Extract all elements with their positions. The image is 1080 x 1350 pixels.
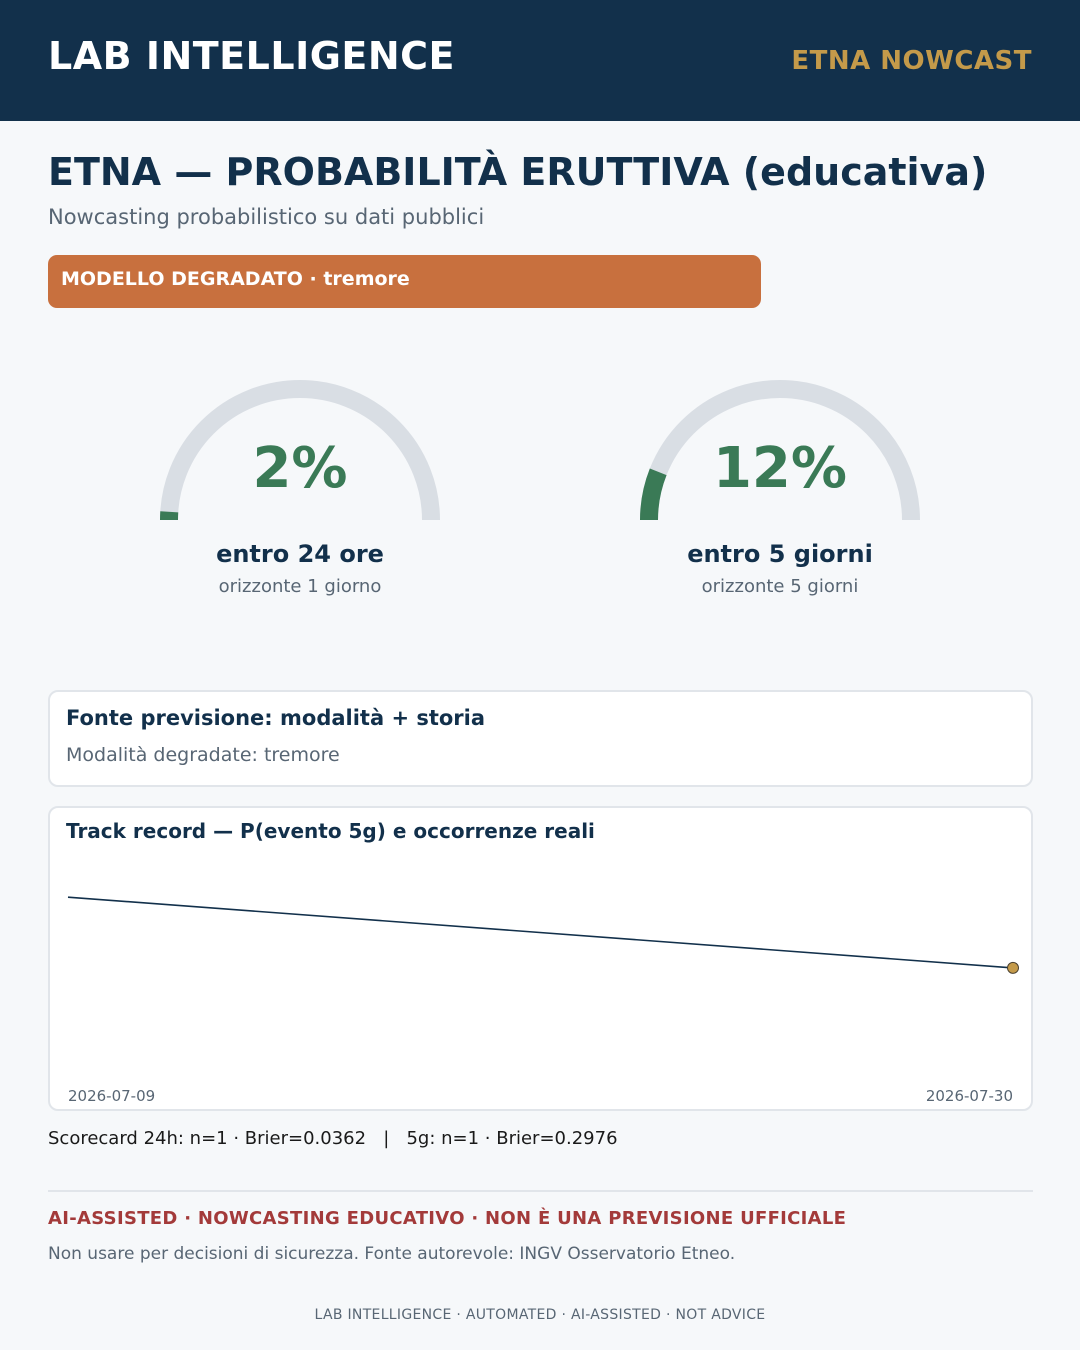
gauge-5d-label: entro 5 giorni <box>687 540 873 568</box>
forecast-source-card: Fonte previsione: modalità + storia Moda… <box>48 690 1033 787</box>
gauge-fill <box>640 468 667 521</box>
forecast-source-title: Fonte previsione: modalità + storia <box>66 706 486 730</box>
header-bar: LAB INTELLIGENCE ETNA NOWCAST <box>0 0 1080 121</box>
gauge-24h-horizon: orizzonte 1 giorno <box>218 576 382 597</box>
divider <box>48 1190 1033 1192</box>
forecast-source-text: Modalità degradate: tremore <box>66 744 340 766</box>
disclaimer-title: AI-ASSISTED · NOWCASTING EDUCATIVO · NON… <box>48 1208 847 1229</box>
track-record-chart <box>67 896 1019 974</box>
gauge-track <box>640 380 920 521</box>
latest-point-marker <box>1007 961 1019 974</box>
gauge-24h: 2% entro 24 ore orizzonte 1 giorno <box>150 360 450 610</box>
brand-title: LAB INTELLIGENCE <box>48 34 455 78</box>
degraded-model-badge: MODELLO DEGRADATO · tremore <box>48 255 761 308</box>
page-title: ETNA — PROBABILITÀ ERUTTIVA (educativa) <box>48 150 988 194</box>
gauge-24h-value: 2% <box>252 436 348 501</box>
footer-text: LAB INTELLIGENCE · AUTOMATED · AI-ASSIST… <box>314 1307 766 1323</box>
product-name: ETNA NOWCAST <box>791 46 1032 76</box>
gauge-24h-label: entro 24 ore <box>216 540 384 568</box>
track-record-card: Track record — P(evento 5g) e occorrenze… <box>48 806 1033 1111</box>
chart-title: Track record — P(evento 5g) e occorrenze… <box>66 819 595 843</box>
x-tick-end: 2026-07-30 <box>925 1087 1013 1105</box>
gauge-track <box>160 380 440 521</box>
gauge-5d-horizon: orizzonte 5 giorni <box>701 576 859 597</box>
scorecard-text: Scorecard 24h: n=1 · Brier=0.0362 | 5g: … <box>48 1128 618 1149</box>
x-tick-start: 2026-07-09 <box>68 1087 156 1105</box>
gauge-24h-arc <box>160 380 440 521</box>
gauge-5d-value: 12% <box>712 436 848 501</box>
series-line-p-event-5g <box>67 896 1014 969</box>
page-subtitle: Nowcasting probabilistico su dati pubbli… <box>48 205 485 229</box>
gauge-5d-arc <box>640 380 920 521</box>
gauge-5d: 12% entro 5 giorni orizzonte 5 giorni <box>630 360 930 610</box>
disclaimer-note: Non usare per decisioni di sicurezza. Fo… <box>48 1244 736 1264</box>
